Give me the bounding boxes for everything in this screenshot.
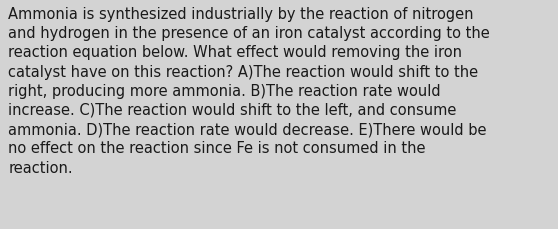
Text: Ammonia is synthesized industrially by the reaction of nitrogen
and hydrogen in : Ammonia is synthesized industrially by t… [8, 7, 490, 175]
